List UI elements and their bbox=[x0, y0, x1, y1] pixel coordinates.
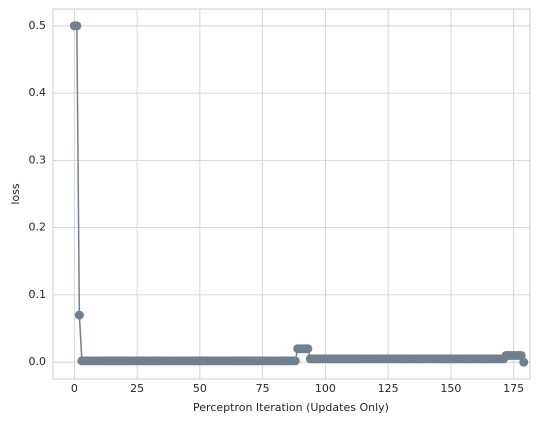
marker bbox=[519, 357, 529, 367]
x-tick-label: 25 bbox=[130, 382, 144, 395]
marker bbox=[72, 21, 82, 31]
y-tick-label: 0.4 bbox=[29, 86, 47, 99]
marker bbox=[74, 310, 84, 320]
y-tick-label: 0.1 bbox=[29, 288, 47, 301]
x-tick-label: 150 bbox=[440, 382, 461, 395]
y-axis-label: loss bbox=[9, 183, 22, 205]
x-tick-label: 0 bbox=[71, 382, 78, 395]
y-tick-label: 0.2 bbox=[29, 221, 47, 234]
x-tick-label: 100 bbox=[315, 382, 336, 395]
plot-frame bbox=[52, 8, 531, 380]
x-tick-label: 125 bbox=[378, 382, 399, 395]
line bbox=[74, 25, 525, 363]
marker bbox=[290, 356, 300, 366]
x-axis-label: Perceptron Iteration (Updates Only) bbox=[193, 401, 389, 414]
y-tick-label: 0.3 bbox=[29, 153, 47, 166]
x-tick-label: 175 bbox=[503, 382, 524, 395]
marker bbox=[303, 344, 313, 354]
y-tick-label: 0.0 bbox=[29, 355, 47, 368]
x-tick-label: 75 bbox=[256, 382, 270, 395]
x-tick-label: 50 bbox=[193, 382, 207, 395]
y-tick-label: 0.5 bbox=[29, 19, 47, 32]
